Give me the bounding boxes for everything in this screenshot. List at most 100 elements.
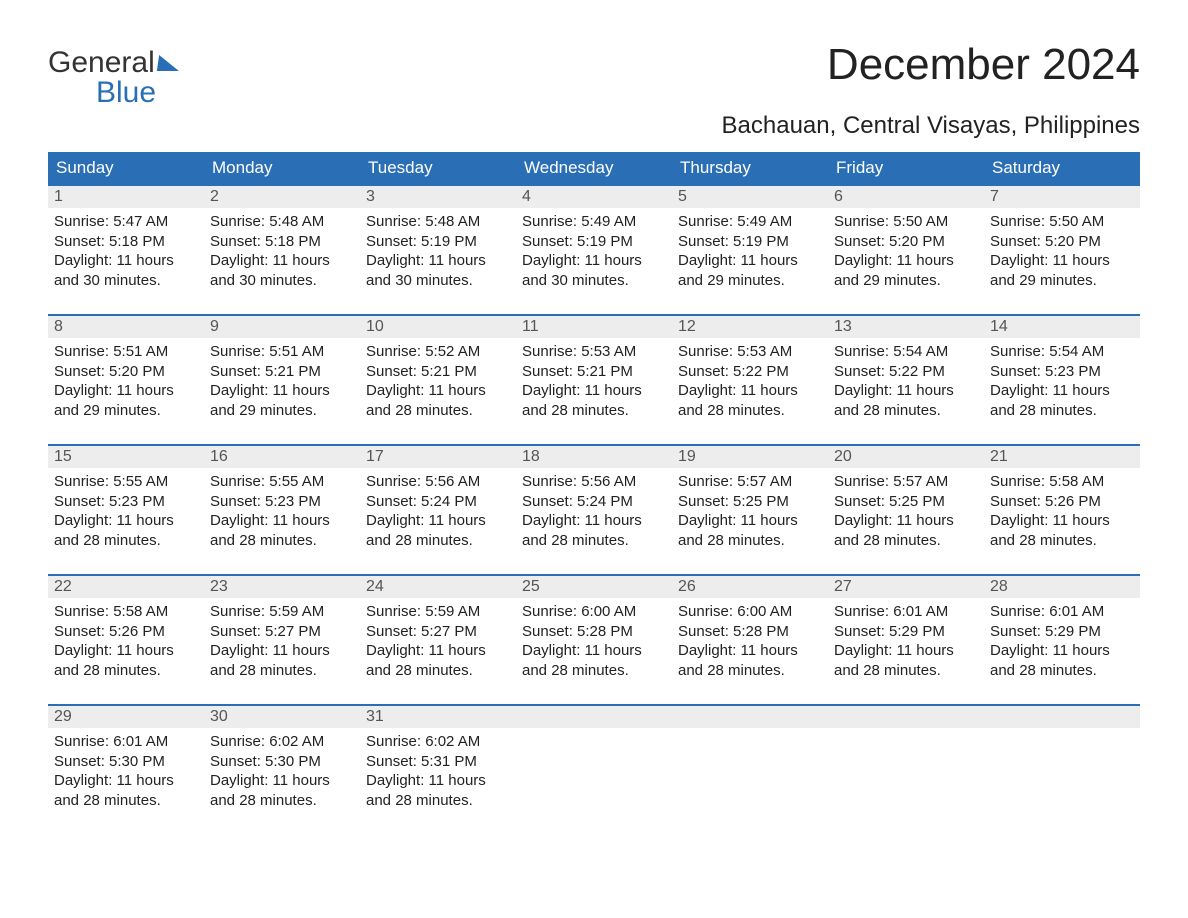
day-number: 11 (516, 316, 672, 338)
sunrise-line: Sunrise: 5:48 AM (210, 212, 354, 232)
daylight-line: Daylight: 11 hours and 28 minutes. (54, 641, 198, 680)
daylight-line: Daylight: 11 hours and 28 minutes. (54, 511, 198, 550)
calendar-week-row: 1Sunrise: 5:47 AMSunset: 5:18 PMDaylight… (48, 185, 1140, 315)
calendar-day-cell: 4Sunrise: 5:49 AMSunset: 5:19 PMDaylight… (516, 185, 672, 315)
day-number: 28 (984, 576, 1140, 598)
day-number: 16 (204, 446, 360, 468)
daylight-line: Daylight: 11 hours and 30 minutes. (522, 251, 666, 290)
weekday-header: Monday (204, 152, 360, 185)
sunset-line: Sunset: 5:20 PM (990, 232, 1134, 252)
daylight-line: Daylight: 11 hours and 29 minutes. (834, 251, 978, 290)
sunset-line: Sunset: 5:25 PM (678, 492, 822, 512)
sunrise-line: Sunrise: 5:54 AM (834, 342, 978, 362)
sunrise-line: Sunrise: 6:00 AM (678, 602, 822, 622)
logo-triangle-icon (157, 55, 181, 71)
sunrise-line: Sunrise: 5:50 AM (834, 212, 978, 232)
day-body: Sunrise: 5:47 AMSunset: 5:18 PMDaylight:… (48, 208, 204, 314)
day-number (984, 706, 1140, 728)
calendar-day-cell: 6Sunrise: 5:50 AMSunset: 5:20 PMDaylight… (828, 185, 984, 315)
sunrise-line: Sunrise: 5:51 AM (54, 342, 198, 362)
sunrise-line: Sunrise: 5:59 AM (210, 602, 354, 622)
sunset-line: Sunset: 5:23 PM (210, 492, 354, 512)
day-body: Sunrise: 5:54 AMSunset: 5:23 PMDaylight:… (984, 338, 1140, 444)
day-number: 2 (204, 186, 360, 208)
day-number: 17 (360, 446, 516, 468)
daylight-line: Daylight: 11 hours and 28 minutes. (366, 641, 510, 680)
day-body: Sunrise: 5:55 AMSunset: 5:23 PMDaylight:… (48, 468, 204, 574)
daylight-line: Daylight: 11 hours and 29 minutes. (54, 381, 198, 420)
day-body (516, 728, 672, 808)
calendar-day-cell: 31Sunrise: 6:02 AMSunset: 5:31 PMDayligh… (360, 705, 516, 834)
calendar-table: SundayMondayTuesdayWednesdayThursdayFrid… (48, 152, 1140, 834)
day-number: 24 (360, 576, 516, 598)
day-number: 8 (48, 316, 204, 338)
sunrise-line: Sunrise: 5:58 AM (54, 602, 198, 622)
calendar-week-row: 22Sunrise: 5:58 AMSunset: 5:26 PMDayligh… (48, 575, 1140, 705)
day-body: Sunrise: 5:48 AMSunset: 5:18 PMDaylight:… (204, 208, 360, 314)
sunset-line: Sunset: 5:25 PM (834, 492, 978, 512)
day-body: Sunrise: 5:53 AMSunset: 5:21 PMDaylight:… (516, 338, 672, 444)
page-title: December 2024 (827, 40, 1140, 90)
sunset-line: Sunset: 5:29 PM (990, 622, 1134, 642)
day-body: Sunrise: 6:01 AMSunset: 5:29 PMDaylight:… (984, 598, 1140, 704)
day-body: Sunrise: 6:02 AMSunset: 5:31 PMDaylight:… (360, 728, 516, 834)
calendar-day-cell: 26Sunrise: 6:00 AMSunset: 5:28 PMDayligh… (672, 575, 828, 705)
sunset-line: Sunset: 5:23 PM (54, 492, 198, 512)
daylight-line: Daylight: 11 hours and 28 minutes. (54, 771, 198, 810)
weekday-header: Sunday (48, 152, 204, 185)
day-body: Sunrise: 5:48 AMSunset: 5:19 PMDaylight:… (360, 208, 516, 314)
daylight-line: Daylight: 11 hours and 28 minutes. (210, 771, 354, 810)
calendar-day-cell: 13Sunrise: 5:54 AMSunset: 5:22 PMDayligh… (828, 315, 984, 445)
sunset-line: Sunset: 5:27 PM (210, 622, 354, 642)
daylight-line: Daylight: 11 hours and 28 minutes. (366, 511, 510, 550)
sunrise-line: Sunrise: 5:55 AM (210, 472, 354, 492)
sunrise-line: Sunrise: 6:01 AM (990, 602, 1134, 622)
day-body: Sunrise: 5:51 AMSunset: 5:20 PMDaylight:… (48, 338, 204, 444)
day-body: Sunrise: 5:49 AMSunset: 5:19 PMDaylight:… (516, 208, 672, 314)
day-body (984, 728, 1140, 808)
sunset-line: Sunset: 5:24 PM (366, 492, 510, 512)
calendar-day-cell: 29Sunrise: 6:01 AMSunset: 5:30 PMDayligh… (48, 705, 204, 834)
sunset-line: Sunset: 5:19 PM (678, 232, 822, 252)
day-number: 25 (516, 576, 672, 598)
day-body: Sunrise: 5:59 AMSunset: 5:27 PMDaylight:… (360, 598, 516, 704)
sunset-line: Sunset: 5:18 PM (210, 232, 354, 252)
day-number: 21 (984, 446, 1140, 468)
day-body: Sunrise: 6:00 AMSunset: 5:28 PMDaylight:… (672, 598, 828, 704)
sunrise-line: Sunrise: 6:00 AM (522, 602, 666, 622)
sunrise-line: Sunrise: 5:51 AM (210, 342, 354, 362)
day-body: Sunrise: 5:57 AMSunset: 5:25 PMDaylight:… (828, 468, 984, 574)
daylight-line: Daylight: 11 hours and 28 minutes. (834, 381, 978, 420)
day-body: Sunrise: 5:54 AMSunset: 5:22 PMDaylight:… (828, 338, 984, 444)
sunset-line: Sunset: 5:20 PM (834, 232, 978, 252)
day-body: Sunrise: 6:01 AMSunset: 5:29 PMDaylight:… (828, 598, 984, 704)
day-number: 31 (360, 706, 516, 728)
sunrise-line: Sunrise: 5:57 AM (834, 472, 978, 492)
day-body: Sunrise: 5:50 AMSunset: 5:20 PMDaylight:… (828, 208, 984, 314)
sunrise-line: Sunrise: 6:02 AM (210, 732, 354, 752)
day-body: Sunrise: 5:51 AMSunset: 5:21 PMDaylight:… (204, 338, 360, 444)
sunset-line: Sunset: 5:23 PM (990, 362, 1134, 382)
day-number: 3 (360, 186, 516, 208)
sunset-line: Sunset: 5:20 PM (54, 362, 198, 382)
calendar-day-cell: 17 Sunrise: 5:56 AMSunset: 5:24 PMDayligh… (360, 445, 516, 575)
sunrise-line: Sunrise: 5:49 AM (522, 212, 666, 232)
sunrise-line: Sunrise: 5:56 AM (366, 472, 510, 492)
day-number: 18 (516, 446, 672, 468)
daylight-line: Daylight: 11 hours and 28 minutes. (834, 641, 978, 680)
weekday-header: Thursday (672, 152, 828, 185)
day-number: 9 (204, 316, 360, 338)
calendar-day-cell: 10Sunrise: 5:52 AMSunset: 5:21 PMDayligh… (360, 315, 516, 445)
daylight-line: Daylight: 11 hours and 28 minutes. (678, 511, 822, 550)
sunset-line: Sunset: 5:18 PM (54, 232, 198, 252)
day-body: Sunrise: 5:50 AMSunset: 5:20 PMDaylight:… (984, 208, 1140, 314)
sunrise-line: Sunrise: 5:55 AM (54, 472, 198, 492)
day-number: 6 (828, 186, 984, 208)
day-body: Sunrise: 5:53 AMSunset: 5:22 PMDaylight:… (672, 338, 828, 444)
sunset-line: Sunset: 5:29 PM (834, 622, 978, 642)
weekday-header: Saturday (984, 152, 1140, 185)
day-number (516, 706, 672, 728)
calendar-day-cell: 28Sunrise: 6:01 AMSunset: 5:29 PMDayligh… (984, 575, 1140, 705)
daylight-line: Daylight: 11 hours and 30 minutes. (210, 251, 354, 290)
day-body (672, 728, 828, 808)
